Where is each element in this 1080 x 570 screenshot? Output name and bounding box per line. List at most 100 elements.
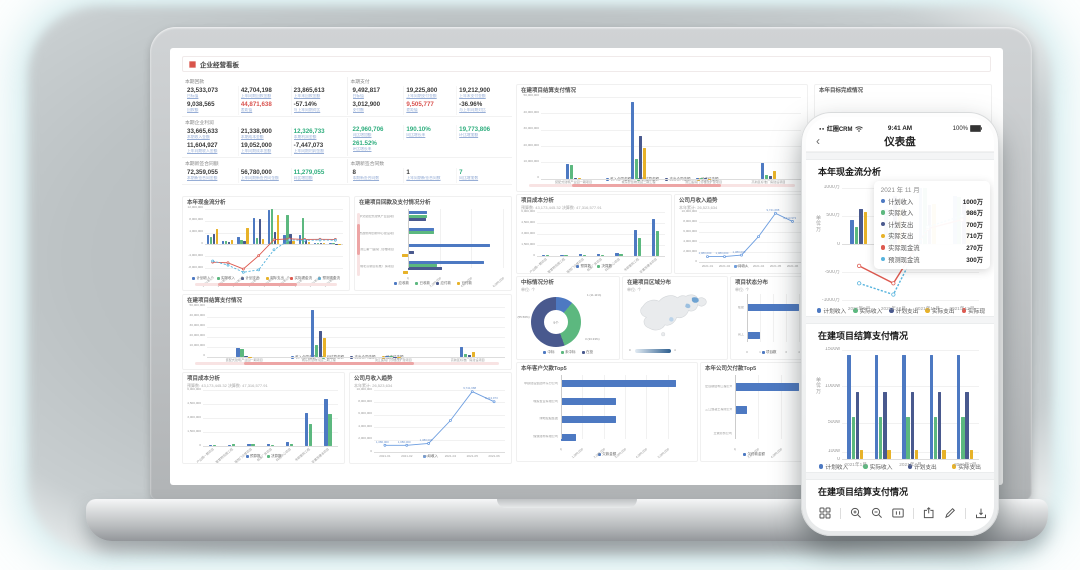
kpi-cell: 12,326,733 本期利润金额 — [290, 127, 344, 142]
kpi-link[interactable]: 上年末回款金额 — [293, 93, 321, 98]
kpi-link[interactable]: 上年同期新签合同数 — [406, 175, 441, 180]
kpi-link[interactable]: 同比增加额 — [293, 175, 313, 180]
point-label: 1,080,000 — [698, 251, 712, 256]
legend-item[interactable]: 计划支出 — [889, 306, 918, 315]
legend-item[interactable]: 应付款 — [436, 281, 451, 286]
legend-item[interactable]: 计划收入 — [192, 276, 211, 281]
y-tick: 10,000,000 — [681, 209, 697, 213]
chart-subtitle: 预算数: 43,173,445.32 决算数: 47,316,577.91 — [187, 382, 268, 388]
panel-project-cost-left[interactable]: 项目成本分析 预算数: 43,173,445.32 决算数: 47,316,577… — [182, 372, 345, 464]
legend-item[interactable]: 预算数 — [576, 264, 591, 269]
legend-item[interactable]: 月收入 — [423, 454, 438, 459]
legend-item[interactable]: 实际支出 — [265, 276, 284, 281]
kpi-link[interactable]: 上年末支付金额 — [459, 93, 486, 98]
back-chevron-icon[interactable]: ‹ — [816, 134, 820, 148]
kpi-link[interactable]: 本期利润金额 — [293, 134, 317, 139]
legend-item[interactable]: 预算数 — [245, 454, 261, 459]
kpi-link[interactable]: 上年同期成本金额 — [240, 149, 272, 153]
legend-item[interactable]: 应收款 — [394, 281, 409, 286]
legend-item[interactable]: 已收款 — [415, 281, 430, 286]
legend-item[interactable]: 在投 — [581, 350, 593, 355]
chart-h-scrollbar[interactable] — [195, 283, 337, 286]
panel-payment-analysis[interactable]: 在建项目回款及支付情况分析 0 2,000,000 4,000,000 6,000,00… — [354, 196, 512, 291]
legend-item[interactable]: 实际收入 — [216, 276, 235, 281]
kpi-link[interactable]: 环比增长率 — [352, 147, 372, 151]
panel-company-owe[interactable]: 本年公司欠付款Top5 0 2,000,000 4,000,000 宏远钢结构工程公司三… — [700, 362, 808, 462]
panel-bid-donut[interactable]: 中标情况分析 单位: 个 9个 1 (11.11%) 3 (33.33%) 5 (55.5… — [516, 276, 620, 360]
legend-item[interactable]: 计划支出 — [241, 276, 260, 281]
legend-item[interactable]: 计划支出 — [907, 462, 937, 471]
panel-settlement-mid[interactable]: 在建项目结算支付情况 50,000,000 40,000,000 30,000,000… — [516, 84, 808, 192]
point-label: 1,080,000 — [715, 251, 729, 256]
kpi-value: 19,212,900 — [459, 86, 491, 94]
legend-item[interactable]: 计划收入 — [817, 306, 846, 315]
panel-settlement-left[interactable]: 在建项目结算支付情况 50,000,000 40,000,000 30,000,000… — [182, 294, 512, 370]
legend-item[interactable]: 实际收入 — [863, 462, 892, 471]
legend-item[interactable]: 项目数 — [761, 350, 777, 355]
kpi-link[interactable]: 目标值 — [187, 93, 199, 98]
legend-item[interactable]: 已付款 — [457, 281, 472, 286]
legend-item[interactable]: 实际现金流 — [290, 276, 312, 281]
legend-item[interactable]: 月收入 — [733, 264, 749, 269]
phone-settlement-chart[interactable]: 1500w 1000w 500w 100w 0 单位:万 2021年1月 2021年4月 202… — [815, 344, 985, 472]
chart-h-scrollbar[interactable] — [195, 362, 499, 365]
kpi-link[interactable]: 同比增加额 — [352, 132, 372, 137]
point-label: 8,113,973 — [485, 396, 498, 401]
kpi-link[interactable]: 上年同期支付金额 — [406, 93, 437, 98]
kpi-link[interactable]: 上年同期收入金额 — [187, 149, 218, 153]
legend-item[interactable]: 实际支出 — [925, 306, 955, 315]
kpi-link[interactable]: 回款额 — [187, 108, 199, 112]
kpi-link[interactable]: 上年同期利润金额 — [293, 149, 325, 153]
edit-pencil-icon[interactable] — [944, 507, 956, 519]
legend-item[interactable]: 实际支出 — [951, 462, 981, 471]
y-tick: 8,000,000 — [358, 400, 372, 404]
legend-item[interactable]: 预测现金流 — [318, 276, 340, 281]
kpi-link[interactable]: 目标值 — [352, 93, 364, 98]
kpi-link[interactable]: 本期收入金额 — [187, 134, 210, 139]
kpi-link[interactable]: 与上年同期对比 — [293, 108, 321, 112]
chart-v-scrollbar[interactable] — [357, 213, 360, 276]
y-tick: 10,000,000 — [189, 344, 205, 348]
panel-income-trend-mid[interactable]: 公司月收入趋势 本年累计: 26,523,634 1,080,000 1,080,00… — [674, 194, 808, 274]
panel-cashflow-analysis[interactable]: 本年现金流分析 12,000,000 8,000,000 4,000,000 0 -4,0… — [182, 196, 350, 291]
kpi-link[interactable]: 同比增长率 — [406, 132, 426, 137]
legend-item[interactable]: 实际现金流 — [961, 306, 985, 315]
kpi-link[interactable]: 同比增加数 — [459, 175, 479, 180]
zoom-in-icon[interactable] — [850, 507, 862, 519]
kpi-cell: 56,780,000 上年同期新签合同金额 — [237, 168, 291, 183]
legend-item[interactable]: 决算数 — [266, 454, 282, 459]
toolbar-divider — [913, 507, 914, 519]
panel-income-trend-left[interactable]: 公司月收入趋势 本年累计: 26,523,634 1,080,000 1,080,00… — [349, 372, 512, 464]
legend-item[interactable]: 未中标 — [560, 350, 576, 355]
chart-subtitle: 本年累计: 26,523,634 — [354, 382, 393, 388]
kpi-link[interactable]: 上年同期回款金额 — [240, 93, 272, 98]
kpi-link[interactable]: 上年同期新签合同金额 — [240, 175, 279, 180]
panel-project-status[interactable]: 项目状态分布 单位: 个 0 1 2 3 4 在建 完工 项目数 — [730, 276, 808, 360]
legend-item[interactable]: 欠付款金额 — [743, 452, 765, 457]
chart-h-scrollbar[interactable] — [529, 184, 795, 187]
panel-region-map[interactable]: 在建项目区域分布 单位: 个 0 4 — [622, 276, 728, 360]
share-icon[interactable] — [923, 507, 935, 519]
x-tick: 装配式建筑产业园一期项目 — [225, 358, 263, 363]
row-label: 城北高新区标准厂房项目 — [359, 264, 394, 268]
kpi-link[interactable]: 差距值 — [240, 108, 253, 112]
zoom-out-icon[interactable] — [871, 507, 883, 519]
legend-item[interactable]: 计划收入 — [819, 462, 848, 471]
kpi-link[interactable]: 本期新签合同金额 — [187, 175, 218, 180]
panel-customer-owe[interactable]: 本年客户欠款Top5 0 1,000,000 2,000,000 3,000,000 4,… — [516, 362, 698, 462]
kpi-link[interactable]: 本期新签合同数 — [352, 175, 380, 180]
kpi-link[interactable]: 与上年同期对比 — [459, 108, 486, 112]
actual-size-icon[interactable] — [892, 507, 904, 519]
kpi-link[interactable]: 差距值 — [406, 108, 418, 112]
grid-layout-icon[interactable] — [819, 507, 831, 519]
legend-item[interactable]: 实际收入 — [853, 306, 882, 315]
kpi-link[interactable]: 支付额 — [352, 108, 364, 112]
kpi-link[interactable]: 环比增加额 — [459, 132, 479, 137]
legend-item[interactable]: 中标 — [543, 350, 555, 355]
legend-item[interactable]: 欠款金额 — [597, 452, 616, 457]
row-label: 市政协同创新中心建设项目 — [359, 231, 394, 235]
download-icon[interactable] — [975, 507, 987, 519]
panel-project-cost-mid[interactable]: 项目成本分析 预算数: 43,173,445.32 决算数: 47,316,577… — [516, 194, 672, 274]
legend-item[interactable]: 决算数 — [597, 264, 612, 269]
kpi-link[interactable]: 本期成本金额 — [240, 134, 264, 139]
